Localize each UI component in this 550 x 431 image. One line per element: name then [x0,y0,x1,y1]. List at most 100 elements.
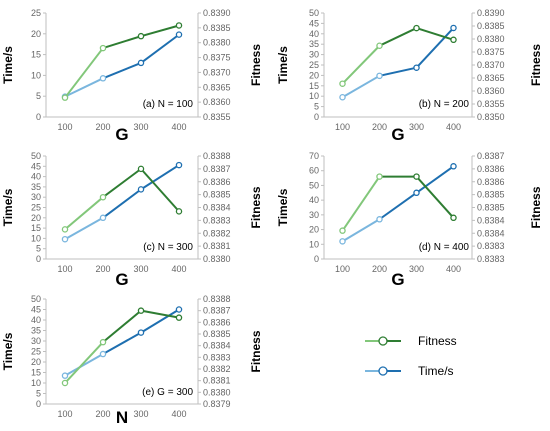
left-tick-label: 15 [31,50,41,60]
right-tick-label: 0.8383 [203,352,231,362]
left-tick-label: 20 [309,70,319,80]
left-tick-label: 30 [309,210,319,220]
time-series-point [99,75,107,82]
panel-annotation: (c) N = 300 [143,242,193,253]
fitness-series-point [61,226,69,233]
fitness-series-point [137,32,145,40]
left-tick-label: 5 [36,389,41,399]
right-tick-label: 0.8390 [477,8,505,18]
left-tick-label: 0 [36,254,41,264]
right-tick-label: 0.8380 [477,34,505,44]
left-tick-label: 35 [309,39,319,49]
x-tick-label: 200 [372,122,387,132]
time-series-point [376,72,383,80]
x-tick-label: 200 [95,264,110,274]
y-axis-title-right: Fitness [529,186,543,228]
fitness-series-segment [415,175,455,219]
y-axis-title-right: Fitness [249,186,263,228]
panel-annotation: (a) N = 100 [143,99,194,110]
right-tick-label: 0.8384 [477,215,505,225]
right-tick-label: 0.8370 [477,60,505,70]
fitness-series-point [376,42,383,50]
fitness-series-segment [102,309,142,343]
right-tick-label: 0.8350 [477,112,505,122]
fitness-series-point [137,165,145,173]
fitness-series-segment [140,24,180,38]
right-tick-label: 0.8385 [203,190,231,200]
left-tick-label: 25 [31,203,41,213]
right-tick-label: 0.8379 [203,399,231,409]
right-tick-label: 0.8380 [203,254,231,264]
left-tick-label: 5 [36,91,41,101]
time-series-point [99,214,107,222]
left-tick-label: 0 [36,399,41,409]
left-tick-label: 50 [31,294,41,304]
time-series-segment [64,77,104,98]
right-tick-label: 0.8387 [203,164,231,174]
fitness-series-point [339,80,346,87]
fitness-series-segment [64,47,104,99]
right-tick-label: 0.8386 [477,164,505,174]
time-series-segment [64,353,104,377]
time-series-point [99,350,107,358]
fitness-series-point [99,44,107,52]
x-tick-label: 400 [446,264,461,274]
y-axis-title-left: Time/s [1,188,15,226]
right-tick-label: 0.8385 [203,23,231,33]
right-tick-label: 0.8370 [203,67,231,77]
left-tick-label: 40 [309,195,319,205]
fitness-series-point [450,214,457,222]
left-tick-label: 60 [309,166,319,176]
legend-label-fitness: Fitness [418,334,457,348]
x-tick-label: 300 [133,409,148,419]
left-tick-label: 10 [309,91,319,101]
x-tick-label: 200 [95,409,110,419]
time-series-point [413,64,420,71]
time-series-point [413,189,420,197]
time-series-point [175,161,183,169]
left-tick-label: 20 [31,213,41,223]
chart-panel-1: 0 5 10 15 20 25 0.8355 0.8360 0.8365 0.8370 0.8375… [1,8,263,144]
fitness-series-segment [341,176,381,232]
panel-annotation: (b) N = 200 [419,99,470,110]
y-axis-title-left: Time/s [1,332,15,370]
x-tick-label: 400 [171,409,186,419]
left-tick-label: 5 [36,244,41,254]
right-tick-label: 0.8365 [203,82,231,92]
right-tick-label: 0.8380 [203,38,231,48]
right-tick-label: 0.8388 [203,294,231,304]
legend-marker [378,366,388,376]
time-series-point [376,216,383,223]
x-tick-label: 100 [57,409,72,419]
time-series-point [61,372,69,379]
left-tick-label: 40 [31,315,41,325]
panel-annotation: (d) N = 400 [419,242,470,253]
fitness-series-point [175,22,183,29]
time-series-point [339,93,346,101]
panel-annotation: (e) G = 300 [142,387,193,398]
legend-marker [378,336,388,346]
right-tick-label: 0.8360 [203,97,231,107]
time-series-point [175,31,183,38]
fitness-series-point [450,36,457,44]
time-series-segment [140,33,180,64]
time-series-segment [102,331,142,355]
left-tick-label: 10 [309,239,319,249]
time-series-point [137,186,145,193]
time-series-point [61,235,69,243]
left-tick-label: 45 [31,161,41,171]
right-tick-label: 0.8355 [477,99,505,109]
y-axis-title-left: Time/s [276,46,290,84]
left-tick-label: 40 [309,29,319,39]
right-tick-label: 0.8382 [203,228,231,238]
left-tick-label: 20 [309,225,319,235]
left-tick-label: 35 [31,326,41,336]
fitness-series-point [413,24,420,32]
x-tick-label: 100 [57,122,72,132]
time-series-segment [415,27,455,69]
right-tick-label: 0.8385 [477,190,505,200]
fitness-series-segment [64,196,104,231]
time-series-segment [379,66,417,77]
